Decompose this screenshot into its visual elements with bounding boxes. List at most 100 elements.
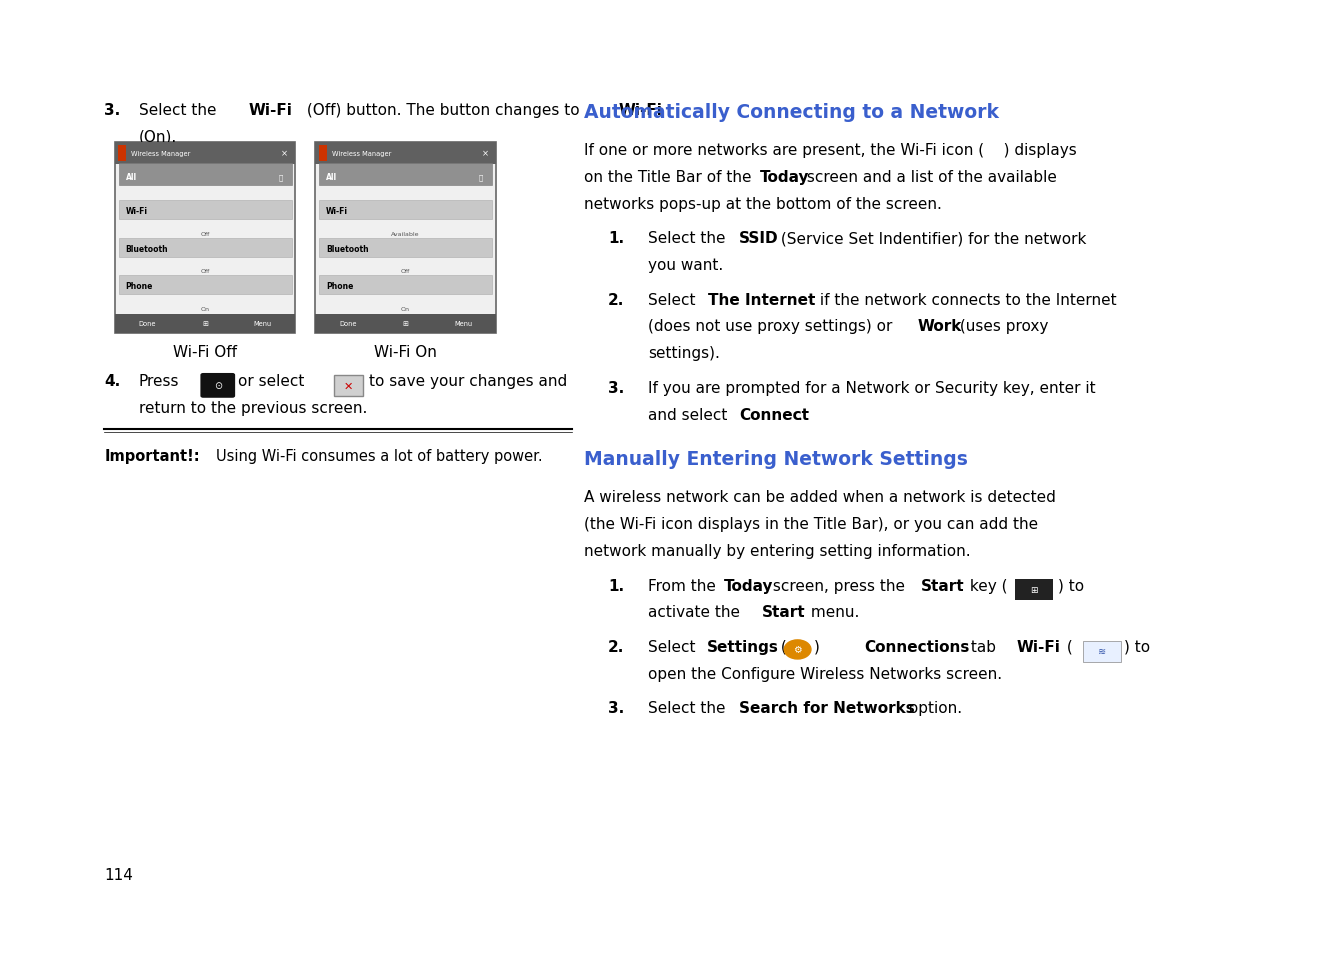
Bar	[119, 201, 291, 220]
Text: ⚙: ⚙	[794, 645, 802, 655]
Text: Wi-Fi: Wi-Fi	[326, 207, 349, 216]
Bar	[318, 146, 327, 162]
Text: Phone: Phone	[326, 282, 354, 291]
Text: ⏻: ⏻	[478, 173, 484, 180]
Text: ✕: ✕	[343, 381, 354, 391]
Text: if the network connects to the Internet: if the network connects to the Internet	[815, 293, 1117, 308]
Text: Select: Select	[648, 639, 700, 655]
Text: 2.: 2.	[608, 293, 624, 308]
Text: Connect: Connect	[739, 407, 808, 422]
Text: activate the: activate the	[648, 604, 745, 619]
Text: On: On	[200, 306, 210, 312]
Text: All: All	[126, 172, 136, 182]
Text: you want.: you want.	[648, 257, 723, 273]
Text: If you are prompted for a Network or Security key, enter it: If you are prompted for a Network or Sec…	[648, 380, 1096, 395]
Text: Today: Today	[724, 578, 774, 593]
Text: option.: option.	[904, 700, 963, 716]
Text: networks pops-up at the bottom of the screen.: networks pops-up at the bottom of the sc…	[584, 196, 942, 212]
Text: Using Wi-Fi consumes a lot of battery power.: Using Wi-Fi consumes a lot of battery po…	[216, 448, 542, 463]
Text: Done: Done	[139, 321, 156, 327]
Text: Wireless Manager: Wireless Manager	[331, 151, 391, 157]
Text: Wi-Fi: Wi-Fi	[126, 207, 148, 216]
Text: A wireless network can be added when a network is detected: A wireless network can be added when a n…	[584, 490, 1055, 505]
Text: Select the: Select the	[648, 700, 731, 716]
Text: return to the previous screen.: return to the previous screen.	[139, 400, 367, 416]
Bar	[319, 164, 492, 186]
Text: 3.: 3.	[104, 103, 120, 118]
Text: (: (	[776, 639, 787, 655]
Text: 3.: 3.	[608, 380, 624, 395]
Text: SSID: SSID	[739, 231, 779, 246]
Bar	[319, 276, 492, 294]
Bar	[115, 314, 295, 334]
Text: ⏻: ⏻	[278, 173, 283, 180]
Text: If one or more networks are present, the Wi-Fi icon (    ) displays: If one or more networks are present, the…	[584, 143, 1077, 158]
FancyBboxPatch shape	[315, 143, 496, 334]
Text: Work: Work	[918, 319, 962, 335]
Text: (uses proxy: (uses proxy	[955, 319, 1049, 335]
Text: Wi-Fi: Wi-Fi	[1017, 639, 1061, 655]
Text: open the Configure Wireless Networks screen.: open the Configure Wireless Networks scr…	[648, 666, 1002, 681]
Text: (On).: (On).	[139, 130, 178, 145]
Bar	[119, 276, 291, 294]
Text: Start: Start	[762, 604, 806, 619]
Text: Off: Off	[401, 269, 410, 274]
Bar	[315, 143, 496, 165]
Text: Settings: Settings	[707, 639, 779, 655]
Text: Select the: Select the	[648, 231, 731, 246]
Text: network manually by entering setting information.: network manually by entering setting inf…	[584, 543, 970, 558]
Text: Wi-Fi On: Wi-Fi On	[374, 344, 437, 359]
Text: settings).: settings).	[648, 346, 720, 361]
Text: (Service Set Indentifier) for the network: (Service Set Indentifier) for the networ…	[776, 231, 1086, 246]
Text: Available: Available	[391, 232, 420, 236]
Text: (Off) button. The button changes to: (Off) button. The button changes to	[302, 103, 584, 118]
Text: 1.: 1.	[608, 231, 624, 246]
Text: ): )	[814, 639, 839, 655]
Text: Automatically Connecting to a Network: Automatically Connecting to a Network	[584, 103, 999, 122]
Text: (the Wi-Fi icon displays in the Title Bar), or you can add the: (the Wi-Fi icon displays in the Title Ba…	[584, 517, 1038, 532]
FancyBboxPatch shape	[1083, 641, 1121, 662]
Text: Menu: Menu	[254, 321, 271, 327]
Text: Wi-Fi: Wi-Fi	[248, 103, 293, 118]
Text: 114: 114	[104, 867, 134, 882]
Text: ×: ×	[281, 150, 289, 158]
Text: 2.: 2.	[608, 639, 624, 655]
Text: screen, press the: screen, press the	[768, 578, 910, 593]
FancyBboxPatch shape	[334, 375, 363, 396]
Text: and select: and select	[648, 407, 732, 422]
Bar	[319, 201, 492, 220]
Bar	[119, 164, 291, 186]
Text: key (: key (	[965, 578, 1007, 593]
Text: ⊞: ⊞	[202, 321, 208, 327]
Text: ⊞: ⊞	[1030, 586, 1038, 595]
Text: ≋: ≋	[1098, 647, 1106, 657]
Text: The Internet: The Internet	[708, 293, 815, 308]
Text: Press: Press	[139, 374, 179, 389]
Text: .: .	[798, 407, 803, 422]
Text: 1.: 1.	[608, 578, 624, 593]
Text: tab: tab	[966, 639, 1015, 655]
Text: ) to: ) to	[1124, 639, 1150, 655]
Text: Today: Today	[760, 170, 810, 185]
Text: Important!:: Important!:	[104, 448, 200, 463]
FancyBboxPatch shape	[115, 143, 295, 334]
Text: (does not use proxy settings) or: (does not use proxy settings) or	[648, 319, 898, 335]
Text: Wi-Fi: Wi-Fi	[619, 103, 663, 118]
Bar	[315, 314, 496, 334]
Text: or select: or select	[238, 374, 305, 389]
Text: to save your changes and: to save your changes and	[369, 374, 566, 389]
Text: Select: Select	[648, 293, 700, 308]
Text: Bluetooth: Bluetooth	[126, 244, 168, 253]
FancyBboxPatch shape	[200, 374, 235, 398]
Text: on the Title Bar of the: on the Title Bar of the	[584, 170, 756, 185]
Bar	[118, 146, 127, 162]
Text: Wi-Fi Off: Wi-Fi Off	[174, 344, 236, 359]
Text: All: All	[326, 172, 337, 182]
Text: Menu: Menu	[454, 321, 472, 327]
Text: Wireless Manager: Wireless Manager	[131, 151, 191, 157]
Text: 4.: 4.	[104, 374, 120, 389]
Text: (: (	[1062, 639, 1073, 655]
Text: menu.: menu.	[806, 604, 859, 619]
Text: Off: Off	[200, 232, 210, 236]
Text: On: On	[401, 306, 410, 312]
